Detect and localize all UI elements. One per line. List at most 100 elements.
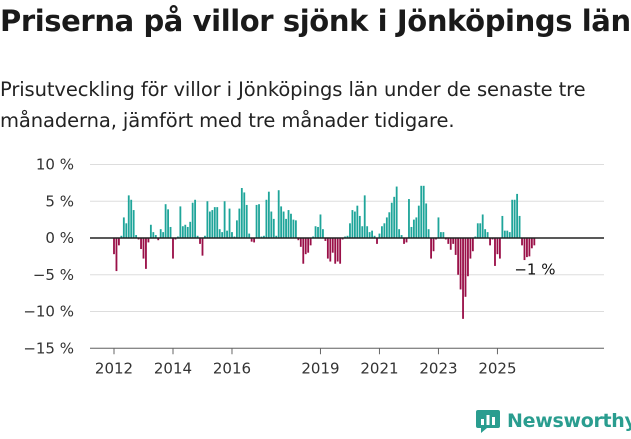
bar — [272, 218, 275, 238]
bar — [147, 238, 150, 243]
bar — [444, 238, 447, 240]
bar — [496, 238, 499, 255]
last-value-label: −1 % — [514, 260, 555, 278]
bar — [467, 238, 469, 277]
bar — [255, 204, 258, 238]
bar — [270, 211, 273, 238]
bar — [228, 208, 231, 238]
annotations: −1 % — [514, 260, 555, 278]
bar — [511, 199, 514, 238]
bar — [204, 235, 206, 238]
bar — [181, 226, 184, 238]
bar — [528, 238, 531, 257]
x-tick-label: 2023 — [419, 359, 457, 377]
bar — [223, 201, 226, 238]
bar — [194, 199, 197, 238]
bar — [186, 226, 189, 238]
bar — [275, 235, 278, 238]
bar — [361, 226, 364, 238]
bar — [149, 224, 152, 238]
bar — [371, 230, 373, 238]
x-tick-label: 2019 — [301, 359, 339, 377]
y-tick-label: −10 % — [23, 303, 74, 321]
bar — [469, 238, 472, 259]
bar — [376, 238, 378, 244]
bar — [285, 218, 287, 238]
bar — [157, 238, 160, 241]
bar — [533, 238, 536, 246]
bar — [282, 211, 285, 238]
bar — [221, 232, 224, 238]
bar — [122, 217, 125, 238]
bar — [447, 238, 450, 244]
x-tick-label: 2025 — [478, 359, 516, 377]
bar — [464, 238, 467, 297]
bar — [513, 199, 516, 238]
bar — [135, 235, 138, 238]
bar — [388, 212, 391, 238]
bar — [457, 238, 460, 275]
bar — [400, 235, 403, 238]
bar — [127, 195, 130, 238]
bar — [258, 204, 260, 238]
bar — [341, 238, 344, 240]
bar — [201, 238, 204, 256]
bar — [118, 238, 120, 246]
bar — [250, 238, 253, 242]
bar — [226, 230, 228, 238]
y-tick-label: 10 % — [36, 156, 74, 174]
bar — [403, 238, 405, 244]
bar — [167, 209, 169, 238]
bar — [174, 238, 177, 240]
bar — [324, 238, 327, 241]
bar — [437, 217, 440, 238]
bar — [265, 199, 268, 238]
bar — [231, 232, 233, 238]
bar — [344, 236, 346, 238]
bar — [154, 235, 157, 238]
bar — [334, 238, 337, 264]
bar — [363, 195, 366, 238]
bar — [322, 229, 324, 238]
bar — [240, 188, 243, 238]
bar — [179, 206, 182, 238]
bar — [243, 192, 246, 238]
bar — [351, 210, 354, 238]
chart-title: Priserna på villor sjönk i Jönköpings lä… — [0, 4, 631, 38]
bar — [420, 185, 423, 238]
bar-chart: 10 %5 %0 %−5 %−10 %−15 % 2012 2014 2016 201… — [23, 156, 604, 377]
bar — [317, 226, 319, 238]
bar — [336, 238, 339, 262]
bar — [162, 232, 165, 238]
bar — [521, 238, 523, 246]
bar — [349, 223, 351, 238]
y-axis-labels: 10 % 5 % 0 % −5 % −10 % −15 % — [23, 156, 74, 358]
bar — [474, 236, 477, 238]
bar — [530, 238, 533, 249]
bar — [405, 238, 408, 243]
chart-subtitle: Prisutveckling för villor i Jönköpings l… — [0, 78, 586, 132]
y-tick-label: −5 % — [33, 266, 74, 284]
bar — [427, 229, 430, 238]
y-tick-label: −15 % — [23, 339, 74, 357]
bar — [417, 205, 420, 238]
bar — [486, 232, 489, 238]
bar — [125, 223, 128, 238]
bar — [309, 238, 312, 246]
bar — [353, 211, 356, 238]
bar — [339, 238, 342, 264]
bar — [393, 196, 396, 238]
bar — [137, 238, 140, 240]
y-tick-label: 0 % — [45, 229, 74, 247]
bar — [206, 201, 209, 238]
bar — [471, 238, 474, 252]
bar — [378, 233, 381, 238]
bar — [191, 202, 194, 238]
bar — [145, 238, 147, 269]
bar — [307, 238, 310, 253]
bar — [442, 232, 445, 238]
bar — [390, 202, 393, 238]
bar — [432, 238, 435, 252]
bar — [169, 226, 172, 238]
bar — [253, 238, 256, 243]
